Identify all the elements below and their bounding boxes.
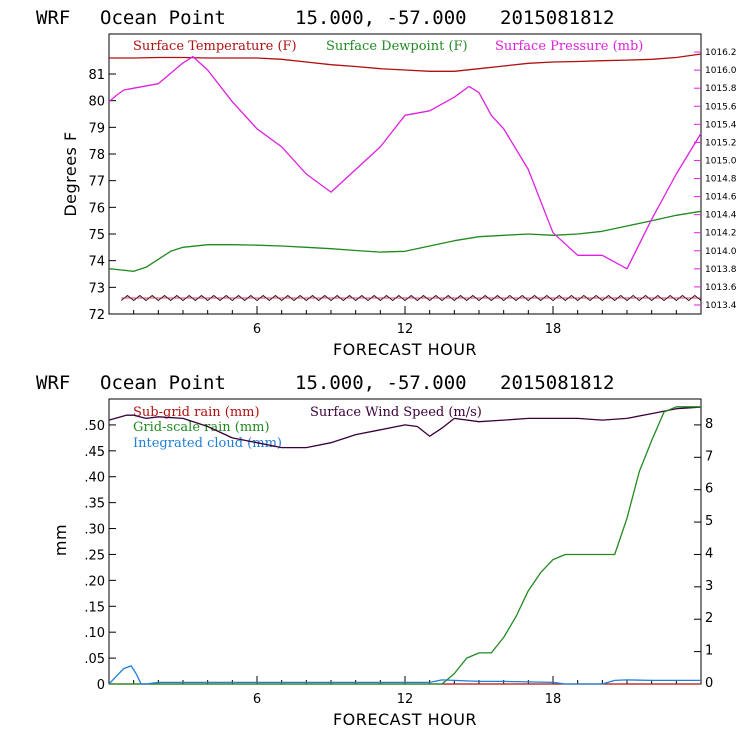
bottom-legend: Sub-grid rain (mm) Surface Wind Speed (m… [133, 405, 482, 451]
bottom-right-tick-label: 8 [705, 417, 713, 432]
top-right-tick-label: 1015.2 [705, 138, 737, 148]
top-y-tick-label: 81 [88, 68, 105, 83]
top-right-tick-label: 1014.8 [705, 175, 737, 185]
top-right-tick-label: 1015.0 [705, 156, 737, 166]
top-header-init: 2015081812 [500, 7, 614, 29]
legend-surface-dewpoint: Surface Dewpoint (F) [326, 39, 468, 54]
bottom-x-tick-label: 12 [397, 692, 414, 707]
top-y-tick-label: 75 [88, 228, 105, 243]
bottom-right-tick-label: 0 [705, 676, 713, 691]
top-right-tick-label: 1016.0 [705, 66, 737, 76]
series-line-surface-pressure [108, 55, 702, 270]
top-y-axis-label: Degrees F [61, 131, 80, 216]
bottom-x-tick-label: 18 [545, 692, 562, 707]
bottom-y-tick-label: .35 [84, 497, 105, 512]
series-line-surface-wind-speed [108, 406, 702, 449]
top-right-tick-label: 1016.2 [705, 48, 737, 58]
bottom-series [108, 406, 702, 685]
top-right-tick-label: 1015.8 [705, 84, 737, 94]
top-y-tick-label: 77 [88, 175, 105, 190]
top-y-tick-label: 80 [88, 95, 105, 110]
top-chart-header: WRF Ocean Point 15.000, -57.000 2015081812 [36, 7, 614, 29]
top-x-tick-label: 12 [397, 322, 414, 337]
bottom-y-tick-label: .25 [84, 548, 105, 563]
bottom-y-tick-label: .20 [84, 574, 105, 589]
bottom-y-tick-label: .45 [84, 445, 105, 460]
bottom-header-location: Ocean Point [100, 372, 226, 394]
top-chart: WRF Ocean Point 15.000, -57.000 2015081812 … [36, 7, 737, 359]
bottom-y-tick-label: .30 [84, 523, 105, 538]
top-header-coords: 15.000, -57.000 [295, 7, 467, 29]
bottom-axes: 6 12 180.05.10.15.20.25.30.35.40.45.500123… [84, 417, 713, 707]
top-right-tick-label: 1014.0 [705, 247, 737, 257]
top-plot-frame [108, 33, 702, 315]
series-line-surface-temperature [109, 53, 702, 72]
bottom-right-tick-label: 1 [705, 644, 713, 659]
top-x-axis-label: FORECAST HOUR [333, 340, 477, 359]
legend-surface-pressure: Surface Pressure (mb) [495, 39, 643, 54]
bottom-x-tick-label: 6 [253, 692, 261, 707]
top-right-tick-label: 1015.6 [705, 102, 737, 112]
bottom-right-tick-label: 4 [705, 546, 713, 561]
bottom-header-coords: 15.000, -57.000 [295, 372, 467, 394]
wind-barb-band [121, 294, 702, 302]
top-y-tick-label: 73 [88, 281, 105, 296]
legend-gridscale-rain: Grid-scale rain (mm) [133, 420, 270, 435]
top-right-tick-label: 1014.6 [705, 193, 737, 203]
bottom-y-tick-label: .05 [84, 652, 105, 667]
bottom-right-tick-label: 3 [705, 579, 713, 594]
bottom-header-model: WRF [36, 372, 70, 394]
top-series [108, 53, 702, 302]
top-right-tick-label: 1014.2 [705, 229, 737, 239]
top-right-tick-label: 1014.4 [705, 211, 737, 221]
bottom-right-tick-label: 2 [705, 611, 713, 626]
top-right-tick-label: 1013.8 [705, 265, 737, 275]
top-right-tick-label: 1015.4 [705, 120, 737, 130]
bottom-x-axis-label: FORECAST HOUR [333, 710, 477, 729]
legend-subgrid-rain: Sub-grid rain (mm) [133, 405, 260, 420]
top-legend: Surface Temperature (F) Surface Dewpoint… [133, 39, 643, 54]
bottom-y-tick-label: .10 [84, 626, 105, 641]
top-header-location: Ocean Point [100, 7, 226, 29]
bottom-y-tick-label: .40 [84, 471, 105, 486]
top-x-tick-label: 6 [253, 322, 261, 337]
bottom-y-axis-label: mm [51, 524, 70, 556]
top-x-tick-label: 18 [545, 322, 562, 337]
top-y-tick-label: 72 [88, 308, 105, 323]
top-axes: 6 12 18 72 73 74 75 76 77 78 79 80 81 1013.4 1013.6 101… [88, 48, 736, 337]
series-line-grid-scale-rain [109, 406, 701, 685]
top-header-model: WRF [36, 7, 70, 29]
top-y-tick-label: 76 [88, 201, 105, 216]
bottom-chart-header: WRF Ocean Point 15.000, -57.000 2015081812 [36, 372, 614, 394]
bottom-header-init: 2015081812 [500, 372, 614, 394]
top-y-tick-label: 79 [88, 121, 105, 136]
bottom-right-tick-label: 7 [705, 449, 713, 464]
bottom-right-tick-label: 5 [705, 514, 713, 529]
bottom-chart: WRF Ocean Point 15.000, -57.000 2015081812 … [36, 372, 713, 729]
legend-surface-wind-speed: Surface Wind Speed (m/s) [310, 405, 482, 420]
top-right-tick-label: 1013.6 [705, 283, 737, 293]
bottom-y-tick-label: 0 [97, 678, 105, 693]
top-right-tick-label: 1013.4 [705, 301, 737, 311]
series-line-surface-dewpoint [108, 210, 702, 272]
bottom-y-tick-label: .15 [84, 600, 105, 615]
top-y-tick-label: 74 [88, 255, 105, 270]
series-line-integrated-cloud [108, 665, 701, 685]
top-y-tick-label: 78 [88, 148, 105, 163]
legend-surface-temperature: Surface Temperature (F) [133, 39, 297, 54]
bottom-y-tick-label: .50 [84, 419, 105, 434]
bottom-right-tick-label: 6 [705, 482, 713, 497]
